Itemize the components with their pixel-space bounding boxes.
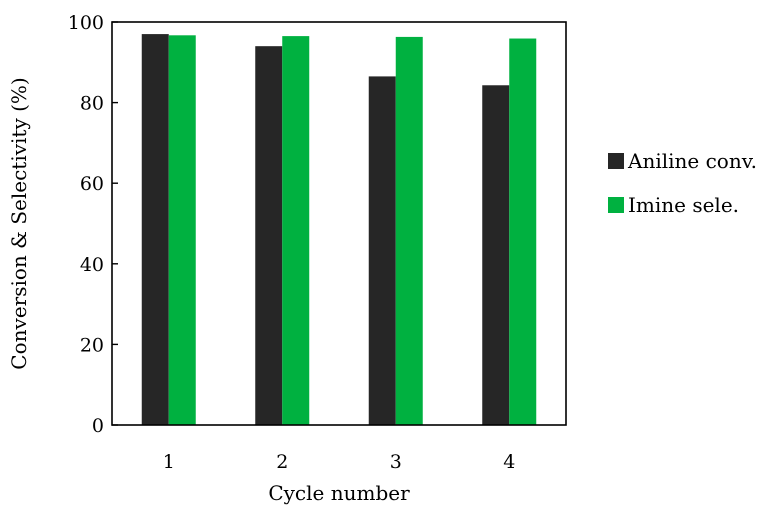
y-tick-label: 20 bbox=[80, 334, 104, 356]
y-tick-label: 80 bbox=[80, 93, 104, 115]
plot-area-frame bbox=[111, 21, 567, 426]
legend-swatch bbox=[608, 197, 624, 213]
x-tick-label: 3 bbox=[390, 451, 402, 473]
bar-aniline-conv-cycle-3 bbox=[368, 76, 396, 425]
legend-label: Imine sele. bbox=[628, 193, 739, 217]
bar-aniline-conv-cycle-1 bbox=[141, 34, 169, 426]
y-tick-label: 60 bbox=[80, 173, 104, 195]
bar-aniline-conv-cycle-2 bbox=[255, 46, 283, 426]
bar-imine-sele-cycle-1 bbox=[168, 35, 196, 425]
legend-swatch bbox=[608, 153, 624, 169]
bars-group bbox=[141, 34, 537, 426]
x-axis: 1 2 3 4 bbox=[163, 451, 516, 473]
y-tick-label: 0 bbox=[92, 415, 104, 437]
x-tick-label: 4 bbox=[503, 451, 515, 473]
x-tick-label: 1 bbox=[163, 451, 175, 473]
bar-imine-sele-cycle-4 bbox=[509, 38, 537, 425]
legend: Aniline conv. Imine sele. bbox=[608, 149, 757, 217]
y-tick-label: 100 bbox=[68, 12, 104, 34]
bar-imine-sele-cycle-2 bbox=[282, 36, 310, 425]
legend-label: Aniline conv. bbox=[627, 149, 757, 173]
x-axis-title: Cycle number bbox=[268, 481, 410, 505]
bar-aniline-conv-cycle-4 bbox=[482, 85, 510, 426]
y-tick-label: 40 bbox=[80, 254, 104, 276]
y-axis: 0 20 40 60 80 100 bbox=[68, 12, 118, 437]
x-tick-label: 2 bbox=[276, 451, 288, 473]
y-axis-title: Conversion & Selectivity (%) bbox=[7, 77, 31, 369]
bar-imine-sele-cycle-3 bbox=[395, 36, 423, 425]
